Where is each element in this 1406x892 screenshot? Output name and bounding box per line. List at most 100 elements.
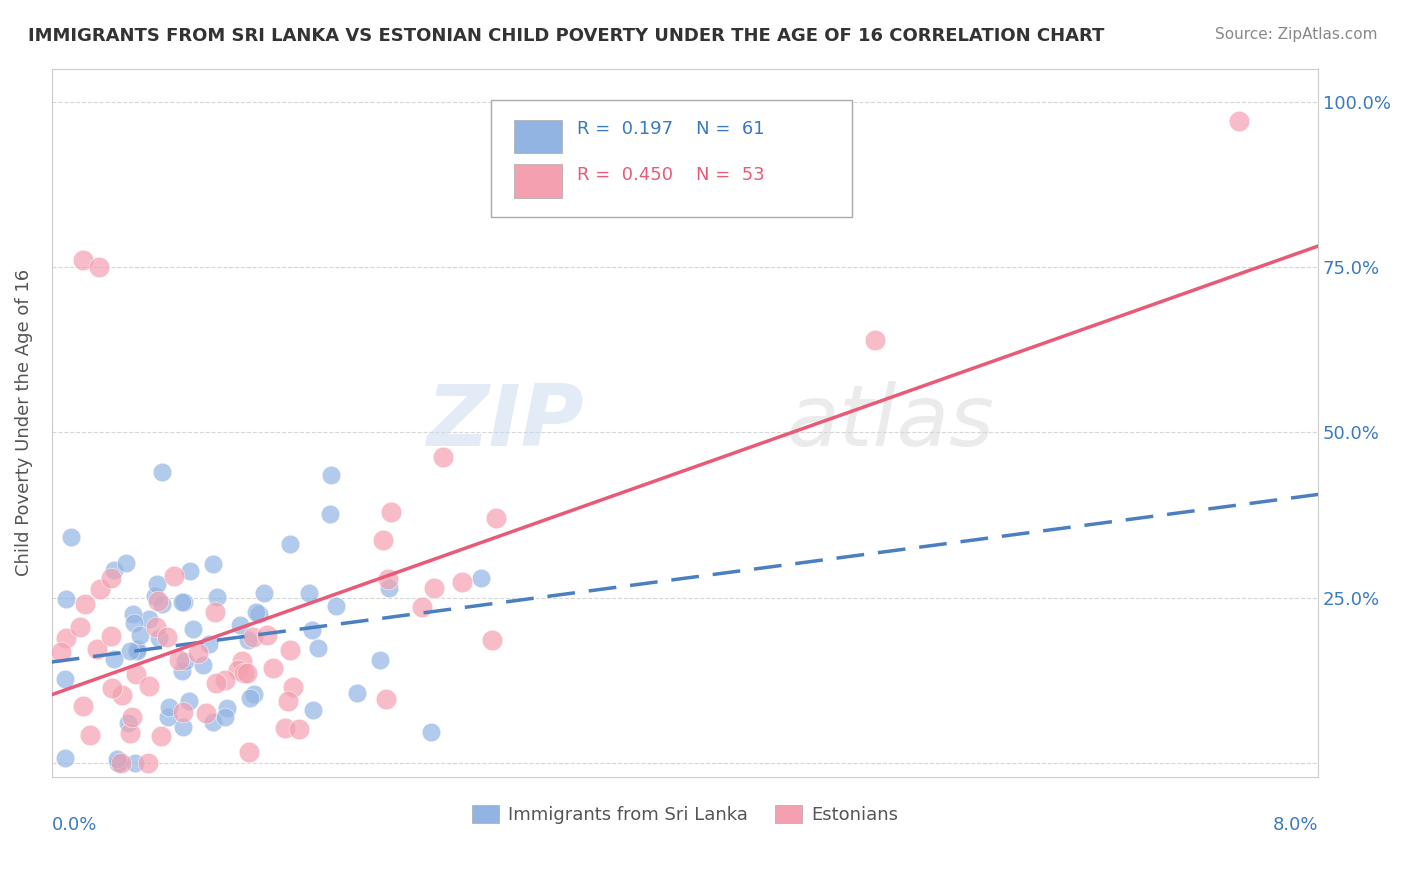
Point <box>124 756 146 771</box>
Point <box>108 756 131 771</box>
Text: Source: ZipAtlas.com: Source: ZipAtlas.com <box>1215 27 1378 42</box>
Point <box>238 745 260 759</box>
Point <box>277 694 299 708</box>
Point <box>53 751 76 765</box>
Point <box>319 468 342 483</box>
Point <box>143 590 166 604</box>
Point <box>55 591 77 606</box>
Point <box>204 676 226 690</box>
Point <box>242 630 264 644</box>
Point <box>380 505 402 519</box>
Point <box>288 722 311 736</box>
Point <box>121 710 143 724</box>
Point <box>156 630 179 644</box>
Point <box>307 641 329 656</box>
Point <box>118 726 141 740</box>
Point <box>150 465 173 479</box>
Point <box>103 563 125 577</box>
Point <box>325 599 347 613</box>
Point <box>163 569 186 583</box>
Point <box>105 751 128 765</box>
Point <box>122 615 145 630</box>
Point <box>145 620 167 634</box>
Text: IMMIGRANTS FROM SRI LANKA VS ESTONIAN CHILD POVERTY UNDER THE AGE OF 16 CORRELAT: IMMIGRANTS FROM SRI LANKA VS ESTONIAN CH… <box>28 27 1105 45</box>
Point <box>215 701 238 715</box>
Point <box>167 653 190 667</box>
Point <box>485 511 508 525</box>
Point <box>422 581 444 595</box>
Point <box>157 700 180 714</box>
Point <box>273 722 295 736</box>
Point <box>125 641 148 656</box>
Point <box>111 688 134 702</box>
Point <box>202 558 225 572</box>
Point <box>411 600 433 615</box>
Point <box>86 642 108 657</box>
Point <box>118 644 141 658</box>
Point <box>191 658 214 673</box>
Point <box>243 687 266 701</box>
Point <box>195 706 218 720</box>
Point <box>214 673 236 688</box>
Point <box>450 574 472 589</box>
Point <box>179 564 201 578</box>
Point <box>89 582 111 596</box>
Point <box>53 672 76 686</box>
Legend: Immigrants from Sri Lanka, Estonians: Immigrants from Sri Lanka, Estonians <box>464 797 905 831</box>
Point <box>319 507 342 521</box>
Point <box>278 643 301 657</box>
Point <box>128 628 150 642</box>
Point <box>301 703 323 717</box>
Point <box>121 607 143 622</box>
Point <box>107 756 129 771</box>
Point <box>281 680 304 694</box>
Point <box>420 724 443 739</box>
Point <box>49 645 72 659</box>
Point <box>377 572 399 586</box>
Point <box>247 607 270 621</box>
Point <box>205 590 228 604</box>
Point <box>256 628 278 642</box>
Point <box>232 666 254 681</box>
Point <box>346 686 368 700</box>
Point <box>375 692 398 706</box>
Point <box>138 612 160 626</box>
Point <box>301 623 323 637</box>
Point <box>253 585 276 599</box>
Point <box>150 729 173 743</box>
Point <box>172 705 194 719</box>
Point <box>201 714 224 729</box>
Point <box>245 605 267 619</box>
Point <box>239 691 262 706</box>
Y-axis label: Child Poverty Under the Age of 16: Child Poverty Under the Age of 16 <box>15 269 32 576</box>
Point <box>117 715 139 730</box>
FancyBboxPatch shape <box>515 164 562 198</box>
FancyBboxPatch shape <box>491 101 852 218</box>
Point <box>125 666 148 681</box>
Point <box>373 533 395 547</box>
Point <box>148 631 170 645</box>
Point <box>198 637 221 651</box>
Point <box>172 720 194 734</box>
Point <box>170 664 193 678</box>
Point <box>470 571 492 585</box>
Text: atlas: atlas <box>786 381 994 464</box>
Point <box>236 665 259 680</box>
Point <box>173 595 195 609</box>
Point <box>72 253 94 268</box>
Point <box>236 633 259 648</box>
Point <box>148 594 170 608</box>
Point <box>69 620 91 634</box>
Point <box>59 530 82 544</box>
Point <box>150 597 173 611</box>
Point <box>298 586 321 600</box>
Text: R =  0.197    N =  61: R = 0.197 N = 61 <box>578 120 765 138</box>
Point <box>138 679 160 693</box>
Point <box>136 756 159 771</box>
Point <box>146 577 169 591</box>
Point <box>72 698 94 713</box>
FancyBboxPatch shape <box>515 120 562 153</box>
Point <box>262 661 284 675</box>
Point <box>157 710 180 724</box>
Point <box>204 605 226 619</box>
